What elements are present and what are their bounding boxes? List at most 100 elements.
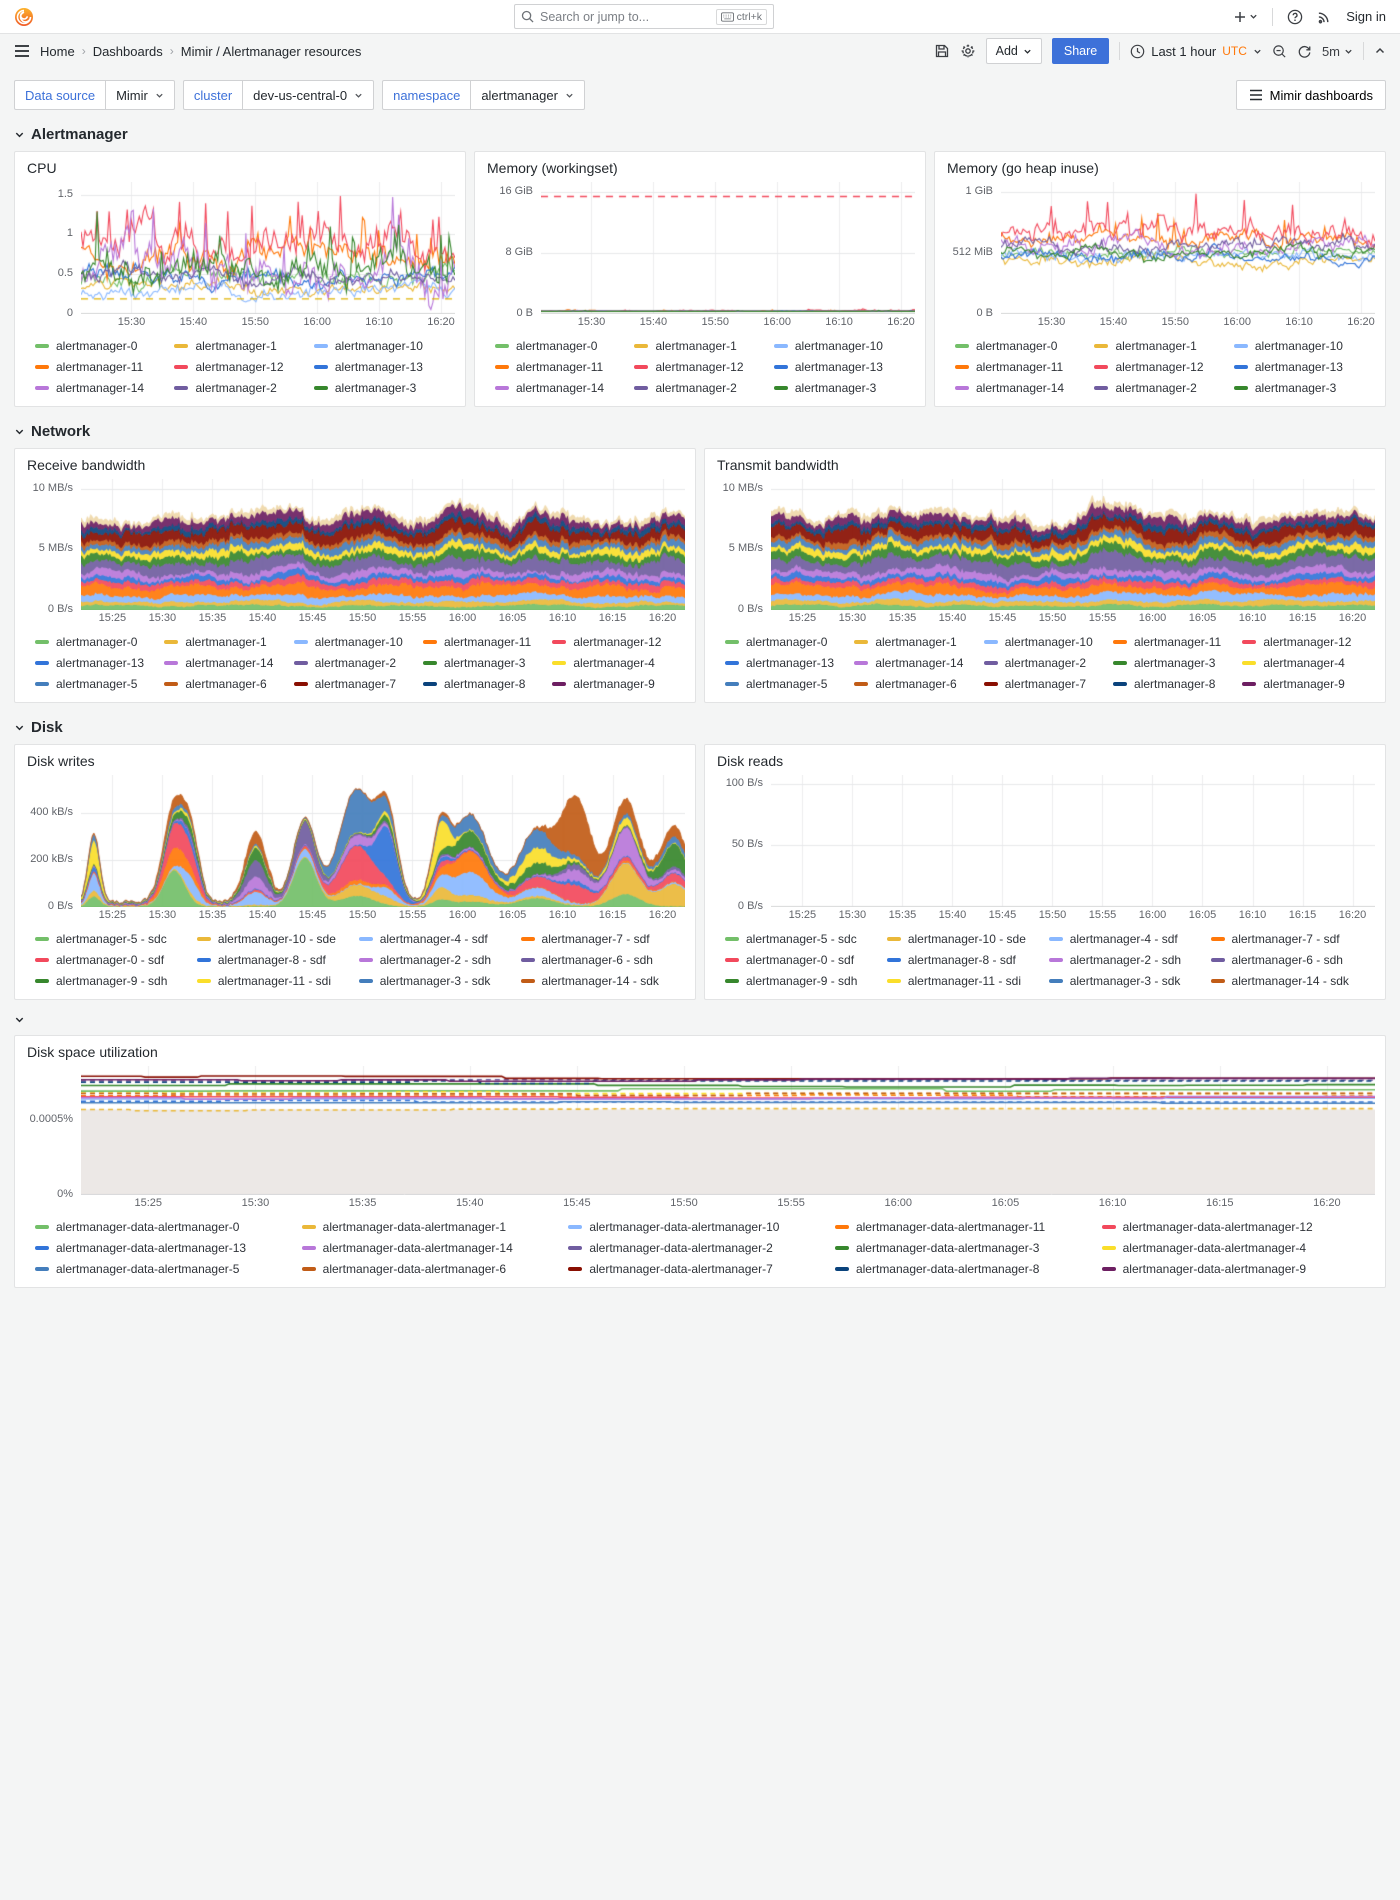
panel-title[interactable]: Memory (go heap inuse) (947, 160, 1099, 176)
panel-title[interactable]: Disk space utilization (27, 1044, 158, 1060)
plot-area[interactable] (1001, 182, 1375, 314)
datasource-filter-value[interactable]: Mimir (106, 80, 175, 110)
save-dashboard-button[interactable] (934, 43, 950, 59)
legend-item[interactable]: alertmanager-0 - sdf (35, 949, 197, 970)
legend-item[interactable]: alertmanager-2 - sdh (358, 949, 521, 970)
mimir-dashboards-button[interactable]: Mimir dashboards (1235, 80, 1386, 110)
grafana-logo-icon[interactable] (14, 7, 34, 27)
legend-item[interactable]: alertmanager-13 (313, 356, 453, 377)
legend-item[interactable]: alertmanager-12 (634, 356, 773, 377)
add-panel-button[interactable]: Add (985, 38, 1042, 64)
share-button[interactable]: Share (1051, 38, 1110, 64)
legend-item[interactable]: alertmanager-8 - sdf (886, 949, 1049, 970)
cluster-filter-value[interactable]: dev-us-central-0 (243, 80, 375, 110)
legend-item[interactable]: alertmanager-14 (955, 377, 1094, 398)
legend-item[interactable]: alertmanager-1 (854, 631, 983, 652)
legend-item[interactable]: alertmanager-2 (983, 652, 1113, 673)
namespace-filter-label[interactable]: namespace (382, 80, 472, 110)
legend-item[interactable]: alertmanager-3 (1233, 377, 1373, 398)
legend-item[interactable]: alertmanager-10 (1233, 335, 1373, 356)
legend-item[interactable]: alertmanager-8 - sdf (196, 949, 359, 970)
legend-item[interactable]: alertmanager-14 (495, 377, 634, 398)
legend-item[interactable]: alertmanager-data-alertmanager-0 (35, 1216, 302, 1237)
legend-item[interactable]: alertmanager-4 - sdf (358, 928, 521, 949)
legend-item[interactable]: alertmanager-3 - sdk (1048, 970, 1211, 991)
plot-area[interactable] (771, 479, 1375, 610)
legend-item[interactable]: alertmanager-12 (552, 631, 681, 652)
legend-item[interactable]: alertmanager-10 (313, 335, 453, 356)
legend-item[interactable]: alertmanager-0 (35, 631, 164, 652)
datasource-filter-label[interactable]: Data source (14, 80, 107, 110)
legend-item[interactable]: alertmanager-0 (495, 335, 634, 356)
legend-item[interactable]: alertmanager-12 (1094, 356, 1233, 377)
legend-item[interactable]: alertmanager-2 (174, 377, 313, 398)
plot-area[interactable] (81, 479, 685, 610)
legend-item[interactable]: alertmanager-4 - sdf (1048, 928, 1211, 949)
legend-item[interactable]: alertmanager-7 (983, 673, 1113, 694)
refresh-interval-picker[interactable]: 5m (1322, 44, 1353, 59)
legend-item[interactable]: alertmanager-5 (725, 673, 854, 694)
panel-title[interactable]: Receive bandwidth (27, 457, 146, 473)
legend-item[interactable]: alertmanager-14 - sdk (1210, 970, 1373, 991)
section-header-disk[interactable]: Disk (14, 719, 1386, 736)
legend-item[interactable]: alertmanager-data-alertmanager-6 (301, 1258, 569, 1279)
legend-item[interactable]: alertmanager-5 (35, 673, 164, 694)
legend-item[interactable]: alertmanager-data-alertmanager-14 (301, 1237, 569, 1258)
legend-item[interactable]: alertmanager-11 - sdi (886, 970, 1049, 991)
legend-item[interactable]: alertmanager-data-alertmanager-8 (834, 1258, 1102, 1279)
legend-item[interactable]: alertmanager-2 - sdh (1048, 949, 1211, 970)
dashboard-settings-button[interactable] (960, 43, 976, 59)
legend-item[interactable]: alertmanager-3 (1113, 652, 1242, 673)
collapse-toolbar-button[interactable] (1374, 45, 1386, 57)
legend-item[interactable]: alertmanager-11 (955, 356, 1094, 377)
legend-item[interactable]: alertmanager-5 - sdc (725, 928, 887, 949)
legend-item[interactable]: alertmanager-9 (1242, 673, 1371, 694)
panel-title[interactable]: Memory (workingset) (487, 160, 618, 176)
legend-item[interactable]: alertmanager-9 - sdh (725, 970, 887, 991)
legend-item[interactable]: alertmanager-data-alertmanager-11 (834, 1216, 1102, 1237)
legend-item[interactable]: alertmanager-data-alertmanager-1 (301, 1216, 569, 1237)
plot-area[interactable] (541, 182, 915, 314)
legend-item[interactable]: alertmanager-13 (35, 652, 164, 673)
legend-item[interactable]: alertmanager-13 (1233, 356, 1373, 377)
panel-title[interactable]: CPU (27, 160, 57, 176)
breadcrumb-home[interactable]: Home (40, 43, 75, 59)
legend-item[interactable]: alertmanager-13 (773, 356, 913, 377)
panel-title[interactable]: Disk writes (27, 753, 95, 769)
legend-item[interactable]: alertmanager-7 - sdf (520, 928, 683, 949)
legend-item[interactable]: alertmanager-7 - sdf (1210, 928, 1373, 949)
plot-area[interactable] (81, 1066, 1375, 1195)
new-button[interactable] (1233, 10, 1258, 24)
plot-area[interactable] (81, 182, 455, 314)
legend-item[interactable]: alertmanager-2 (634, 377, 773, 398)
legend-item[interactable]: alertmanager-11 (423, 631, 552, 652)
legend-item[interactable]: alertmanager-3 (313, 377, 453, 398)
legend-item[interactable]: alertmanager-10 - sde (196, 928, 359, 949)
legend-item[interactable]: alertmanager-5 - sdc (35, 928, 197, 949)
legend-item[interactable]: alertmanager-6 (164, 673, 293, 694)
legend-item[interactable]: alertmanager-data-alertmanager-12 (1101, 1216, 1369, 1237)
search-input[interactable] (540, 9, 710, 24)
legend-item[interactable]: alertmanager-7 (293, 673, 423, 694)
legend-item[interactable]: alertmanager-14 (164, 652, 293, 673)
legend-item[interactable]: alertmanager-13 (725, 652, 854, 673)
legend-item[interactable]: alertmanager-2 (1094, 377, 1233, 398)
legend-item[interactable]: alertmanager-11 (1113, 631, 1242, 652)
legend-item[interactable]: alertmanager-3 - sdk (358, 970, 521, 991)
panel-title[interactable]: Transmit bandwidth (717, 457, 839, 473)
zoom-out-time-button[interactable] (1272, 44, 1287, 59)
legend-item[interactable]: alertmanager-0 - sdf (725, 949, 887, 970)
legend-item[interactable]: alertmanager-10 (983, 631, 1113, 652)
legend-item[interactable]: alertmanager-6 - sdh (1210, 949, 1373, 970)
legend-item[interactable]: alertmanager-1 (174, 335, 313, 356)
legend-item[interactable]: alertmanager-10 (773, 335, 913, 356)
time-range-picker[interactable]: Last 1 hour UTC (1130, 44, 1262, 59)
legend-item[interactable]: alertmanager-3 (773, 377, 913, 398)
legend-item[interactable]: alertmanager-6 - sdh (520, 949, 683, 970)
legend-item[interactable]: alertmanager-0 (725, 631, 854, 652)
legend-item[interactable]: alertmanager-8 (1113, 673, 1242, 694)
legend-item[interactable]: alertmanager-9 - sdh (35, 970, 197, 991)
legend-item[interactable]: alertmanager-data-alertmanager-10 (568, 1216, 835, 1237)
legend-item[interactable]: alertmanager-12 (1242, 631, 1371, 652)
section-header-unnamed[interactable] (14, 1014, 1386, 1025)
